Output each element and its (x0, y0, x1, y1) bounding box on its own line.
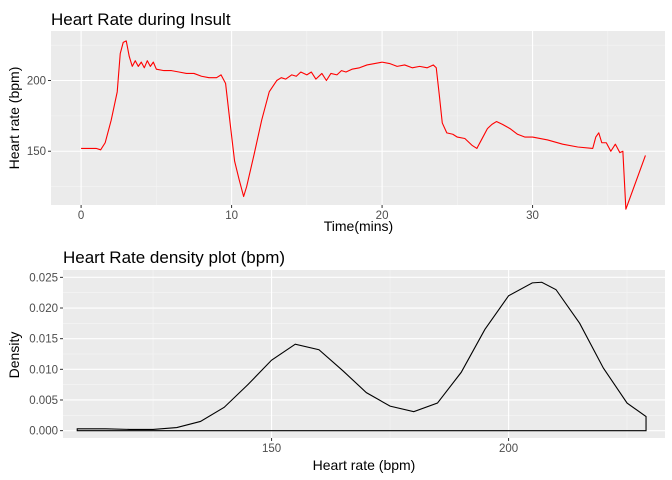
chart2-title: Heart Rate density plot (bpm) (63, 248, 285, 267)
chart2-ytick-label: 0.005 (29, 395, 58, 407)
chart1-xtick-label: 30 (526, 210, 539, 222)
chart2-ytick-label: 0.010 (29, 364, 58, 376)
chart1-ytick-label: 150 (27, 146, 46, 158)
chart1-ylabel: Heart rate (bpm) (6, 67, 22, 170)
chart2-ytick-label: 0.015 (29, 334, 58, 346)
chart1-panel (51, 31, 665, 205)
chart1-xtick-label: 10 (225, 210, 238, 222)
chart1-xtick-label: 20 (376, 210, 389, 222)
chart2-ytick-label: 0.020 (29, 303, 58, 315)
chart1-xlabel: Time(mins) (324, 218, 393, 234)
chart2-density-curve (76, 281, 647, 432)
chart1-xtick-label: 0 (78, 210, 84, 222)
chart2-ytick-label: 0.025 (29, 272, 58, 284)
chart2-ytick-label: 0.000 (29, 426, 58, 438)
chart2-xlabel: Heart rate (bpm) (313, 457, 416, 473)
chart1-title: Heart Rate during Insult (51, 10, 231, 29)
chart1-series-line (81, 40, 646, 210)
chart1-ytick-label: 200 (27, 76, 46, 88)
chart2-xtick-label: 200 (499, 443, 518, 455)
chart2-xtick-label: 150 (262, 443, 281, 455)
chart2-ylabel: Density (6, 332, 22, 379)
